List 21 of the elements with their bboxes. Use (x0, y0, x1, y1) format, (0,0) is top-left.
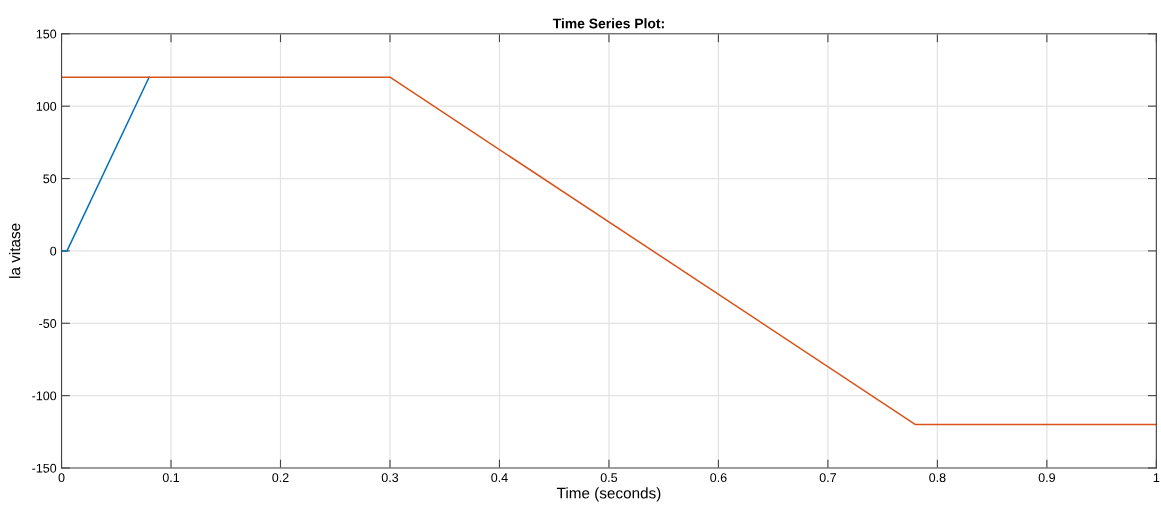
y-tick-label: -50 (39, 319, 57, 328)
x-axis-title: Time (seconds) (556, 487, 661, 502)
x-tick-label: 0.8 (929, 473, 946, 483)
x-tick-label: 0.4 (491, 473, 508, 483)
x-tick-label: 0.7 (819, 473, 836, 483)
x-tick-label: 0.6 (710, 473, 727, 483)
x-tick-label: 0.3 (381, 473, 399, 483)
x-tick-label: 0.2 (272, 473, 289, 483)
y-tick-label: 100 (36, 101, 57, 111)
y-tick-label: 150 (36, 29, 57, 39)
y-axis-title: la vitase (9, 223, 21, 278)
y-tick-label: -150 (32, 463, 57, 473)
chart-title: Time Series Plot: (552, 18, 664, 29)
x-tick-label: 0.1 (162, 473, 180, 483)
x-tick-label: 1 (1153, 473, 1160, 482)
x-tick-label: 0.9 (1038, 473, 1055, 483)
y-tick-label: 50 (43, 174, 57, 184)
x-tick-label: 0.5 (600, 473, 618, 483)
y-tick-label: 0 (50, 246, 57, 256)
x-tick-label: 0 (58, 473, 65, 483)
y-tick-label: -100 (32, 391, 57, 401)
